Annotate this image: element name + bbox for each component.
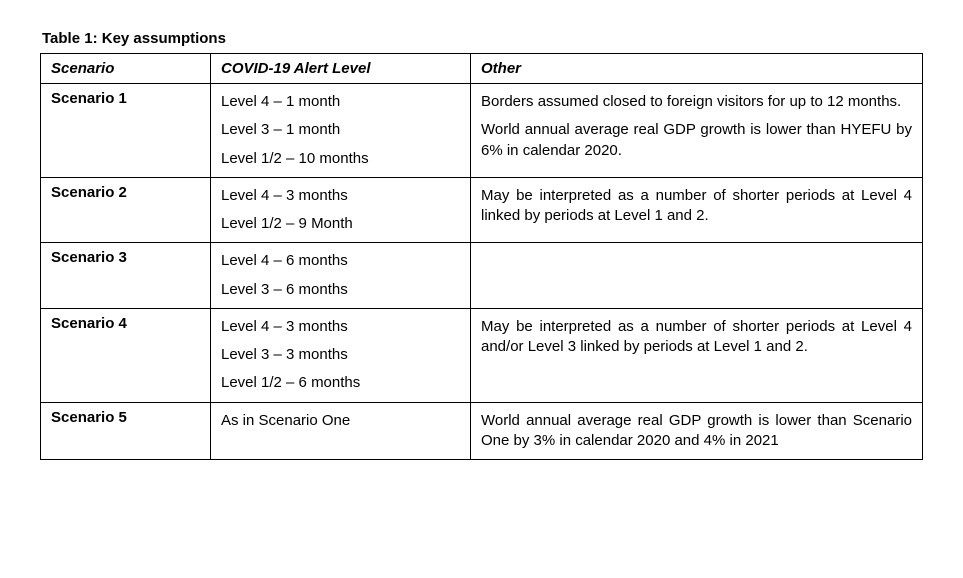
scenario-cell: Scenario 5 bbox=[41, 402, 211, 460]
other-cell bbox=[471, 243, 923, 309]
scenario-cell: Scenario 1 bbox=[41, 84, 211, 178]
alert-cell: Level 4 – 6 months Level 3 – 6 months bbox=[211, 243, 471, 309]
alert-line: Level 4 – 1 month bbox=[221, 92, 460, 112]
other-paragraph: May be interpreted as a number of shorte… bbox=[481, 317, 912, 358]
scenario-cell: Scenario 2 bbox=[41, 177, 211, 243]
alert-line: Level 1/2 – 10 months bbox=[221, 149, 460, 169]
other-cell: Borders assumed closed to foreign visito… bbox=[471, 84, 923, 178]
alert-cell: As in Scenario One bbox=[211, 402, 471, 460]
alert-line: Level 1/2 – 9 Month bbox=[221, 214, 460, 234]
col-header-scenario: Scenario bbox=[41, 54, 211, 84]
alert-line: Level 4 – 3 months bbox=[221, 317, 460, 337]
alert-cell: Level 4 – 3 months Level 1/2 – 9 Month bbox=[211, 177, 471, 243]
table-body: Scenario 1 Level 4 – 1 month Level 3 – 1 m… bbox=[41, 84, 923, 460]
assumptions-table: Scenario COVID-19 Alert Level Other Scen… bbox=[40, 53, 923, 460]
table-row: Scenario 1 Level 4 – 1 month Level 3 – 1 m… bbox=[41, 84, 923, 178]
alert-cell: Level 4 – 1 month Level 3 – 1 month Level … bbox=[211, 84, 471, 178]
alert-line: Level 3 – 6 months bbox=[221, 280, 460, 300]
other-cell: World annual average real GDP growth is … bbox=[471, 402, 923, 460]
col-header-other: Other bbox=[471, 54, 923, 84]
other-cell: May be interpreted as a number of shorte… bbox=[471, 177, 923, 243]
alert-cell: Level 4 – 3 months Level 3 – 3 months Leve… bbox=[211, 308, 471, 402]
scenario-cell: Scenario 4 bbox=[41, 308, 211, 402]
table-header-row: Scenario COVID-19 Alert Level Other bbox=[41, 54, 923, 84]
table-row: Scenario 3 Level 4 – 6 months Level 3 – 6 … bbox=[41, 243, 923, 309]
other-cell: May be interpreted as a number of shorte… bbox=[471, 308, 923, 402]
table-row: Scenario 4 Level 4 – 3 months Level 3 – 3 … bbox=[41, 308, 923, 402]
alert-line: Level 1/2 – 6 months bbox=[221, 373, 460, 393]
table-row: Scenario 2 Level 4 – 3 months Level 1/2 – … bbox=[41, 177, 923, 243]
alert-line: Level 4 – 6 months bbox=[221, 251, 460, 271]
other-paragraph: May be interpreted as a number of shorte… bbox=[481, 186, 912, 227]
table-title: Table 1: Key assumptions bbox=[42, 30, 923, 47]
col-header-alert: COVID-19 Alert Level bbox=[211, 54, 471, 84]
alert-line: Level 3 – 3 months bbox=[221, 345, 460, 365]
other-paragraph: World annual average real GDP growth is … bbox=[481, 120, 912, 161]
alert-line: Level 3 – 1 month bbox=[221, 120, 460, 140]
alert-line: Level 4 – 3 months bbox=[221, 186, 460, 206]
alert-line: As in Scenario One bbox=[221, 411, 460, 431]
table-row: Scenario 5 As in Scenario One World annual… bbox=[41, 402, 923, 460]
scenario-cell: Scenario 3 bbox=[41, 243, 211, 309]
other-paragraph: World annual average real GDP growth is … bbox=[481, 411, 912, 452]
other-paragraph: Borders assumed closed to foreign visito… bbox=[481, 92, 912, 112]
